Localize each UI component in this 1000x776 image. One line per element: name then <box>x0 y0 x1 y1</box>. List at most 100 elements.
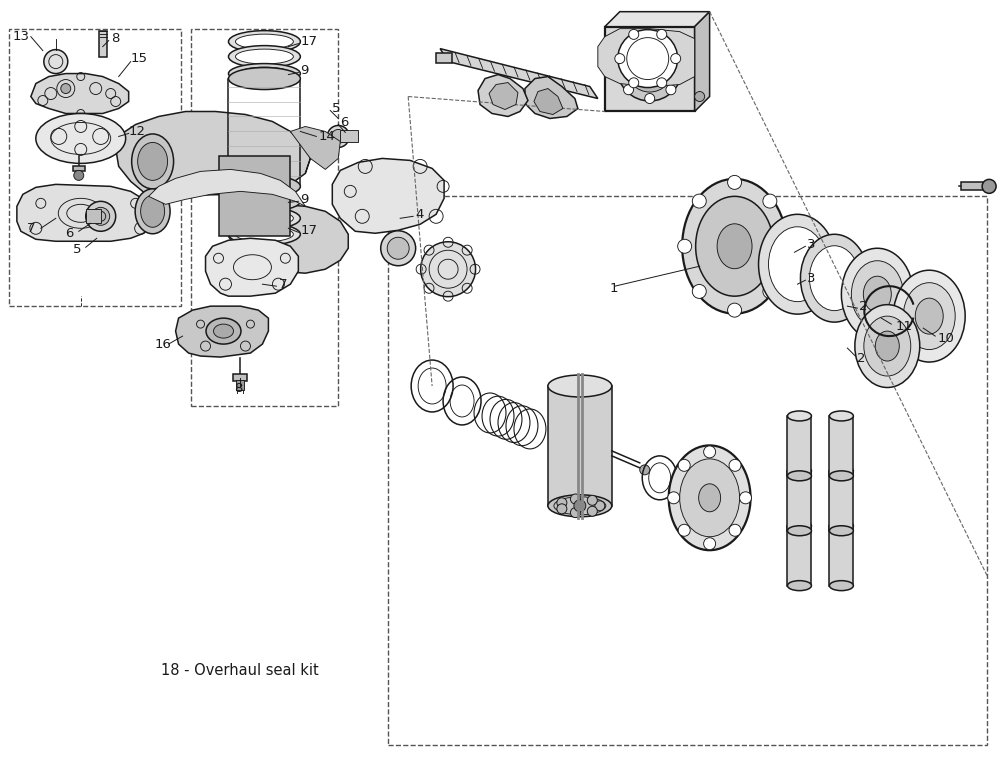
Polygon shape <box>829 471 853 531</box>
Text: 9: 9 <box>300 193 309 206</box>
Polygon shape <box>332 158 444 234</box>
Ellipse shape <box>228 64 300 84</box>
Polygon shape <box>149 169 305 206</box>
Polygon shape <box>534 88 563 115</box>
Ellipse shape <box>228 46 300 68</box>
Polygon shape <box>605 12 710 26</box>
Bar <box>340 130 358 143</box>
Ellipse shape <box>138 143 168 180</box>
Circle shape <box>557 504 567 514</box>
Ellipse shape <box>228 30 300 53</box>
Circle shape <box>657 29 667 40</box>
Text: 18 - Overhaul seal kit: 18 - Overhaul seal kit <box>161 663 318 678</box>
Polygon shape <box>787 526 811 586</box>
Polygon shape <box>206 238 298 296</box>
Circle shape <box>728 303 742 317</box>
Ellipse shape <box>829 521 853 531</box>
Polygon shape <box>829 526 853 586</box>
Ellipse shape <box>915 298 943 334</box>
Bar <box>236 380 244 390</box>
Ellipse shape <box>228 175 300 197</box>
Ellipse shape <box>132 134 174 189</box>
Text: 2: 2 <box>857 352 866 365</box>
Ellipse shape <box>228 192 300 211</box>
Ellipse shape <box>387 237 409 259</box>
Ellipse shape <box>851 261 903 327</box>
Ellipse shape <box>228 223 300 245</box>
Polygon shape <box>290 126 340 173</box>
Polygon shape <box>478 74 528 116</box>
Circle shape <box>615 64 625 74</box>
Ellipse shape <box>228 207 300 229</box>
Circle shape <box>574 500 586 512</box>
Ellipse shape <box>787 526 811 535</box>
Bar <box>436 53 452 63</box>
Ellipse shape <box>841 248 913 340</box>
FancyBboxPatch shape <box>191 29 338 406</box>
FancyBboxPatch shape <box>388 196 987 746</box>
Text: 5: 5 <box>332 102 341 115</box>
Circle shape <box>695 92 705 102</box>
Circle shape <box>557 497 567 508</box>
Ellipse shape <box>86 201 116 231</box>
Ellipse shape <box>235 49 293 64</box>
Circle shape <box>629 78 639 88</box>
Text: 5: 5 <box>73 243 81 256</box>
Ellipse shape <box>787 411 811 421</box>
Polygon shape <box>548 386 612 506</box>
Polygon shape <box>176 307 268 357</box>
Circle shape <box>44 50 68 74</box>
Polygon shape <box>605 26 695 112</box>
Polygon shape <box>31 74 129 113</box>
Circle shape <box>666 85 676 95</box>
Circle shape <box>624 85 634 95</box>
Polygon shape <box>525 77 578 119</box>
Text: 17: 17 <box>300 223 317 237</box>
Ellipse shape <box>331 130 345 144</box>
Text: 16: 16 <box>155 338 171 351</box>
Text: 6: 6 <box>65 227 73 240</box>
Text: 17: 17 <box>300 35 317 48</box>
Ellipse shape <box>682 179 787 314</box>
Ellipse shape <box>759 214 836 314</box>
Circle shape <box>624 43 634 53</box>
Text: 8: 8 <box>234 382 243 394</box>
Ellipse shape <box>235 227 293 242</box>
Circle shape <box>657 78 667 88</box>
Text: 15: 15 <box>131 52 148 65</box>
Ellipse shape <box>829 466 853 476</box>
Polygon shape <box>787 471 811 531</box>
Ellipse shape <box>829 411 853 421</box>
Circle shape <box>587 506 597 516</box>
Circle shape <box>668 492 680 504</box>
Ellipse shape <box>787 521 811 531</box>
Circle shape <box>629 29 639 40</box>
Ellipse shape <box>787 466 811 476</box>
Ellipse shape <box>235 211 293 226</box>
Text: 1: 1 <box>610 282 618 295</box>
Text: 11: 11 <box>895 320 912 333</box>
Circle shape <box>587 495 597 505</box>
Ellipse shape <box>381 230 416 265</box>
Circle shape <box>678 239 692 253</box>
Circle shape <box>692 194 706 208</box>
Ellipse shape <box>829 580 853 591</box>
Text: 6: 6 <box>340 116 349 129</box>
Circle shape <box>692 285 706 299</box>
Ellipse shape <box>680 459 740 537</box>
Ellipse shape <box>769 227 826 302</box>
Circle shape <box>704 446 716 458</box>
Ellipse shape <box>809 246 859 310</box>
Circle shape <box>740 492 752 504</box>
Ellipse shape <box>626 45 673 92</box>
Ellipse shape <box>893 270 965 362</box>
Ellipse shape <box>327 126 349 147</box>
Bar <box>233 374 247 381</box>
Polygon shape <box>219 157 290 236</box>
Circle shape <box>615 54 625 64</box>
Circle shape <box>704 538 716 549</box>
Ellipse shape <box>855 305 920 387</box>
Circle shape <box>671 54 681 64</box>
Circle shape <box>666 43 676 53</box>
Ellipse shape <box>548 495 612 517</box>
